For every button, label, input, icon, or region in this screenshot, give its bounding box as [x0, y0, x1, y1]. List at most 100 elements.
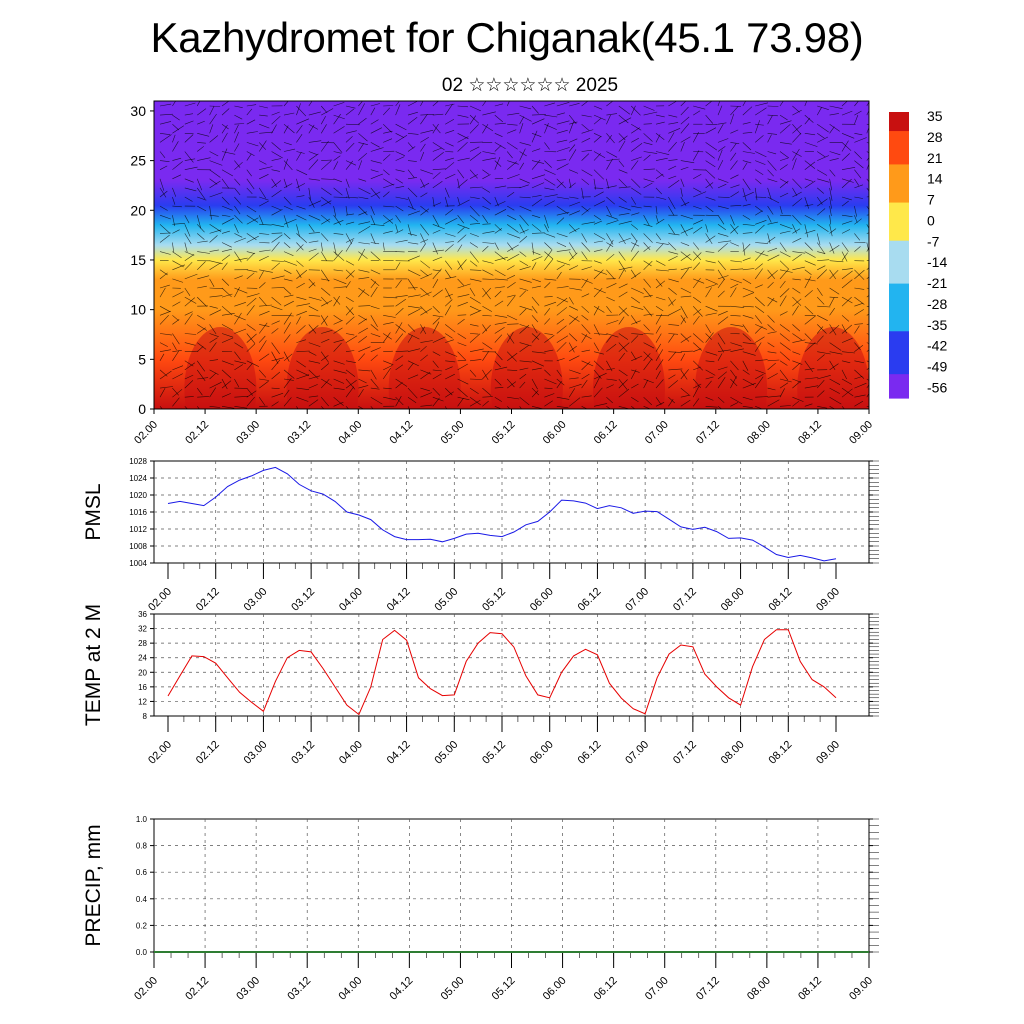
- wind-vector: [829, 296, 839, 298]
- wind-vector: [432, 242, 438, 255]
- wind-vector: [742, 151, 755, 154]
- wind-vector: [581, 334, 588, 343]
- y-tick-label: 1012: [129, 525, 147, 534]
- wind-vector: [197, 240, 208, 243]
- wind-vector: [457, 234, 467, 243]
- wind-vector: [333, 178, 343, 183]
- wind-vector: [755, 263, 763, 271]
- wind-vector: [655, 278, 663, 287]
- wind-vector: [296, 105, 307, 117]
- wind-vector: [569, 227, 580, 234]
- wind-vector: [308, 399, 319, 407]
- colorbar-cell: [889, 150, 909, 156]
- wind-vector: [519, 229, 529, 234]
- wind-vector: [705, 369, 716, 376]
- wind-vector: [643, 154, 651, 161]
- wind-vector: [792, 278, 801, 281]
- wind-vector: [531, 333, 540, 340]
- wind-vector: [606, 283, 617, 289]
- wind-vector: [370, 354, 378, 362]
- wind-vector: [643, 333, 654, 335]
- wind-vector: [631, 205, 642, 209]
- wind-vector: [407, 142, 414, 149]
- wind-vector: [258, 340, 267, 352]
- wind-vector: [345, 130, 357, 134]
- wind-vector: [693, 187, 702, 193]
- wind-vector: [531, 114, 546, 116]
- wind-vector: [283, 269, 292, 274]
- wind-vector: [445, 241, 455, 243]
- wind-vector: [792, 178, 802, 189]
- wind-vector: [196, 101, 201, 107]
- wind-vector: [593, 369, 602, 379]
- wind-vector: [209, 305, 218, 309]
- wind-vector: [531, 315, 539, 323]
- wind-vector: [457, 169, 465, 179]
- wind-vector: [705, 160, 716, 168]
- wind-vector: [283, 233, 291, 240]
- wind-vector: [333, 378, 345, 384]
- wind-vector: [209, 192, 223, 198]
- wind-vector: [482, 278, 495, 280]
- wind-vector: [172, 319, 180, 325]
- wind-vector: [494, 278, 508, 281]
- wind-vector: [259, 166, 273, 170]
- wind-vector: [854, 184, 864, 189]
- wind-vector: [531, 256, 543, 261]
- wind-vector: [494, 178, 504, 180]
- wind-vector: [631, 305, 644, 310]
- wind-vector: [358, 221, 371, 225]
- wind-vector: [854, 169, 862, 179]
- wind-vector: [829, 351, 843, 355]
- wind-vector: [643, 233, 653, 243]
- wind-vector: [345, 360, 357, 363]
- wind-vector: [246, 360, 260, 367]
- colorbar-cell: [889, 116, 909, 123]
- x-tick-label: 06.00: [541, 419, 569, 447]
- wind-vector: [767, 133, 778, 135]
- wind-vector: [630, 178, 641, 188]
- wind-vector: [742, 101, 746, 107]
- wind-vector: [172, 333, 180, 345]
- wind-vector: [383, 360, 394, 366]
- wind-vector: [519, 324, 530, 328]
- wind-vector: [804, 101, 808, 107]
- wind-vector: [829, 228, 837, 234]
- wind-vector: [469, 324, 479, 327]
- wind-vector: [234, 123, 245, 125]
- wind-vector: [754, 268, 763, 280]
- wind-vector: [271, 189, 282, 198]
- wind-vector: [519, 342, 532, 347]
- wind-vector: [494, 326, 505, 334]
- wind-vector: [420, 326, 426, 334]
- colorbar-cell: [889, 202, 909, 208]
- wind-vector: [184, 396, 194, 398]
- wind-vector: [531, 133, 542, 137]
- wind-vector: [841, 270, 853, 280]
- wind-vector: [581, 349, 590, 352]
- wind-vector: [445, 351, 458, 357]
- wind-vector: [494, 290, 502, 298]
- wind-vector: [358, 142, 368, 145]
- wind-vector: [581, 123, 590, 131]
- wind-vector: [308, 325, 319, 334]
- wind-vector: [159, 284, 170, 289]
- wind-vector: [742, 160, 752, 164]
- wind-vector: [829, 196, 832, 209]
- wind-vector: [680, 160, 695, 164]
- wind-vector: [755, 242, 769, 244]
- wind-vector: [804, 160, 816, 169]
- colorbar-label: -56: [927, 379, 947, 395]
- warm-cell: [592, 327, 665, 409]
- wind-vector: [631, 320, 641, 325]
- wind-vector: [792, 253, 802, 261]
- wind-vector: [407, 335, 413, 343]
- wind-vector: [693, 308, 702, 316]
- wind-vector: [854, 137, 867, 143]
- wind-vector: [234, 196, 242, 205]
- wind-vector: [184, 362, 196, 371]
- wind-vector: [705, 151, 715, 159]
- wind-vector: [172, 101, 176, 107]
- wind-vector: [556, 120, 570, 125]
- wind-vector: [197, 157, 211, 161]
